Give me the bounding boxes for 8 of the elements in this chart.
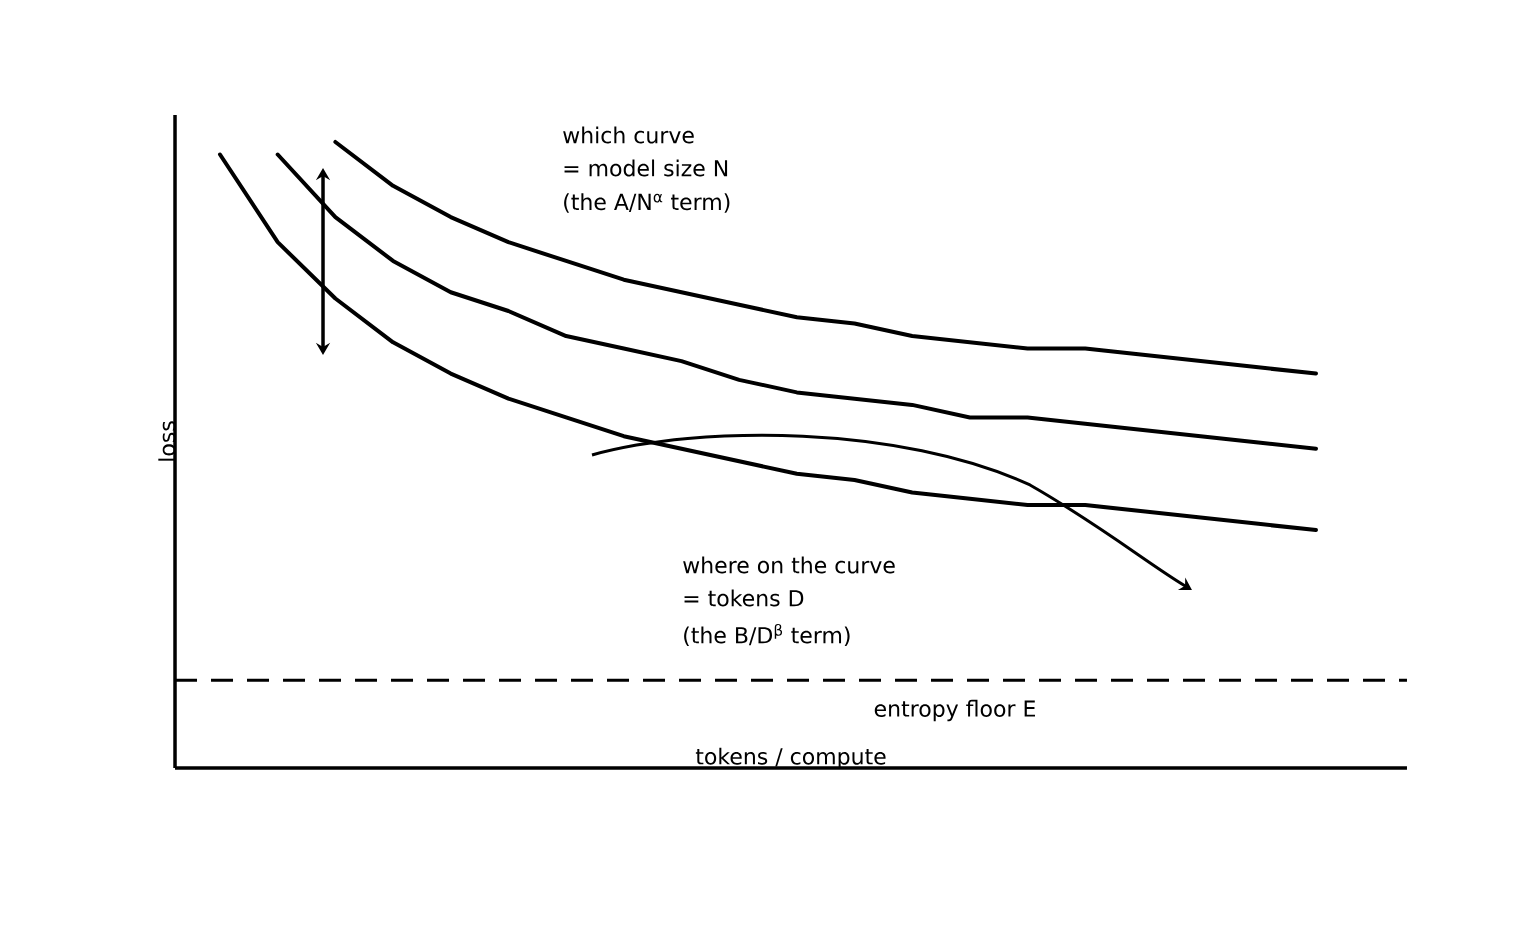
annotation: which curve: [563, 126, 694, 144]
x-axis-title: tokens / compute: [695, 747, 886, 769]
annotation: = tokens D: [684, 589, 804, 607]
annotation: = model size N: [564, 159, 728, 177]
annotation: (the B/D$^{β}$ term): [684, 623, 850, 647]
annotation: where on the curve: [683, 556, 895, 574]
annotation: (the A/N$^{α}$ term): [564, 193, 730, 213]
ref-line-label: entropy floor E: [874, 699, 1035, 722]
